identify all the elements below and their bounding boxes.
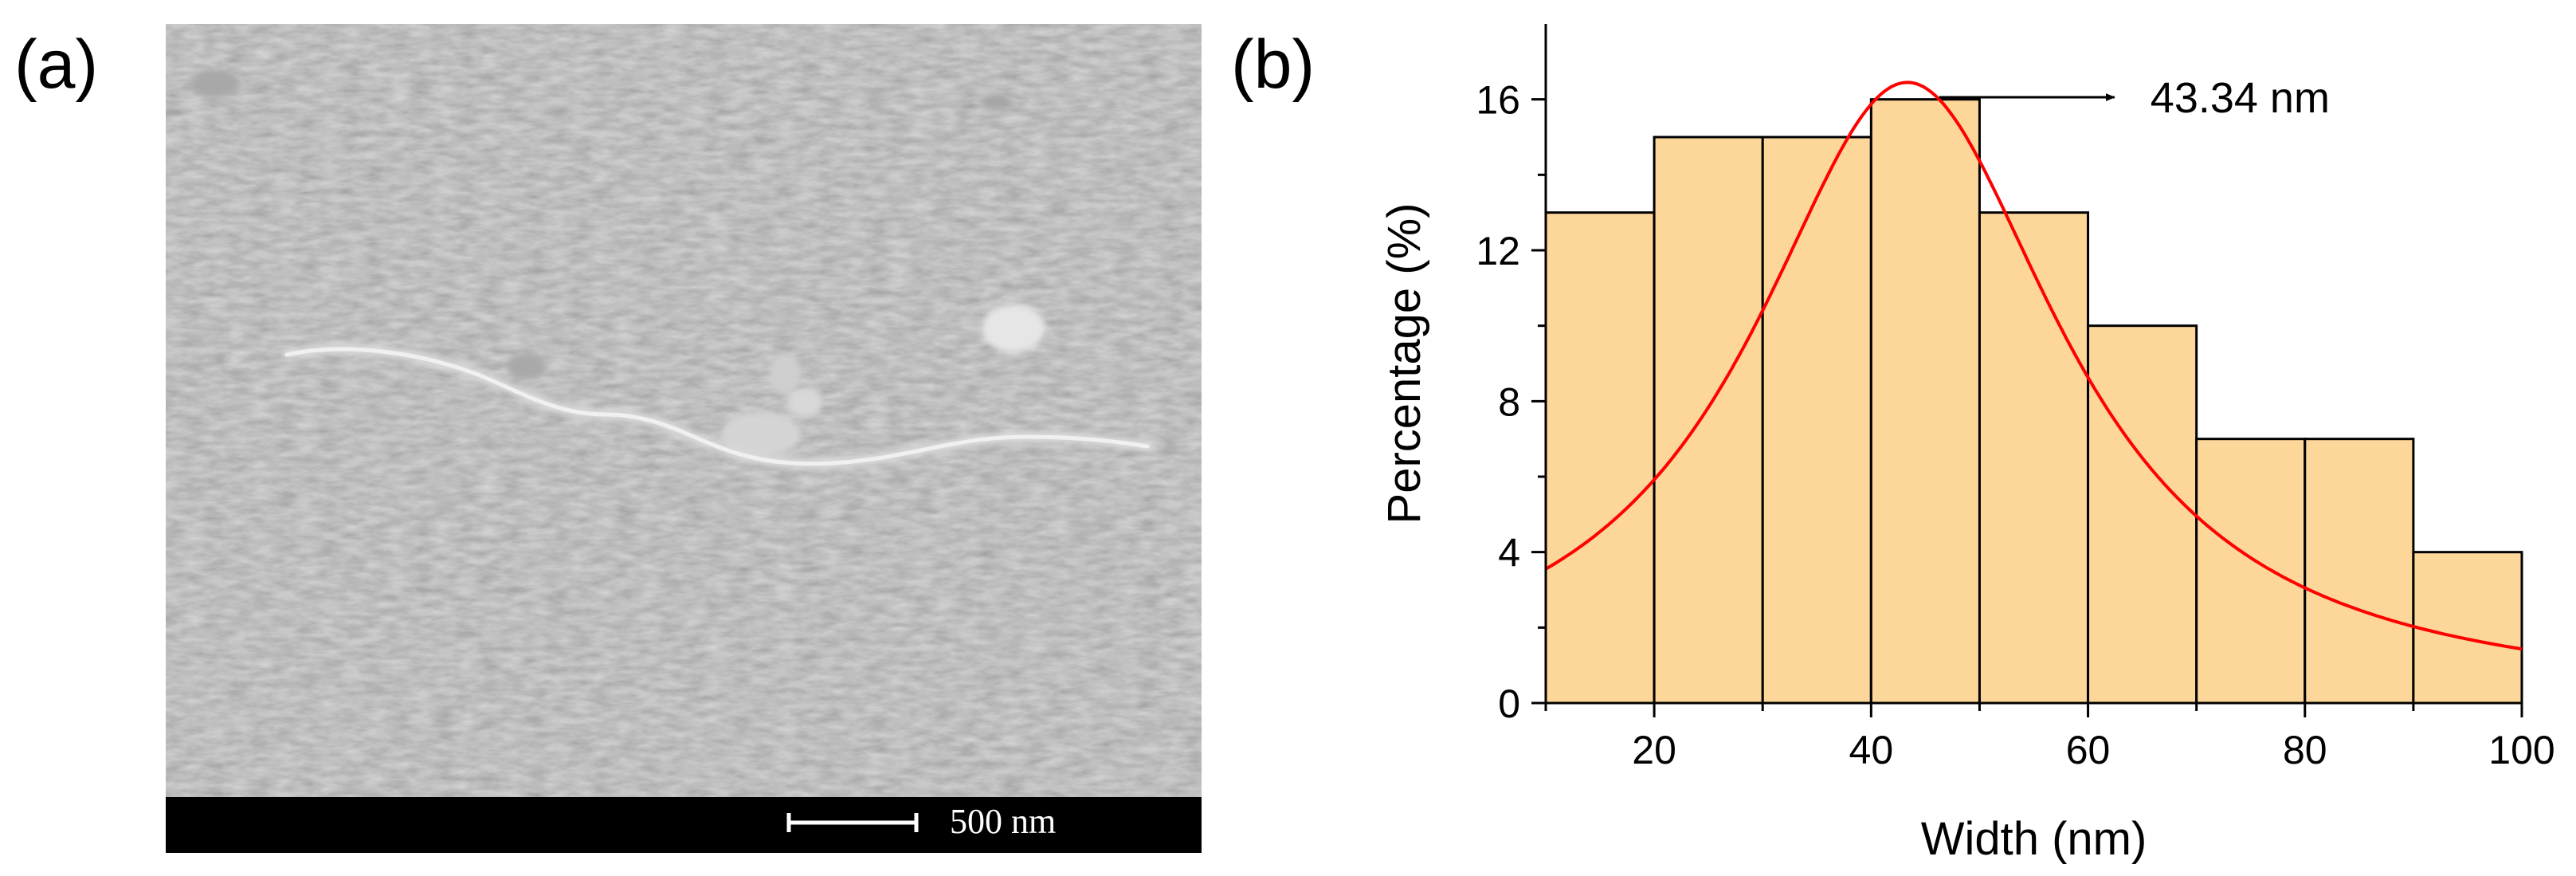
histogram-bar xyxy=(2412,551,2523,705)
particle xyxy=(769,354,801,395)
panel-a: (a) 500 nm xyxy=(14,24,1202,853)
fit-curve xyxy=(1544,81,2523,651)
y-tick-label: 12 xyxy=(1476,229,1520,273)
y-tick-label: 0 xyxy=(1498,682,1520,726)
histogram-chart: 0 4 8 12 16 20 40 60 80 100 Percentage (%) Width… xyxy=(1378,24,2555,865)
histogram-bar xyxy=(1544,211,1656,705)
x-tick-label: 60 xyxy=(2066,728,2111,772)
histogram-bar xyxy=(1761,136,1872,705)
x-tick-label: 20 xyxy=(1632,728,1676,772)
panel-b-label: (b) xyxy=(1231,26,1315,103)
scale-bar xyxy=(786,813,919,832)
x-tick-label: 80 xyxy=(2283,728,2327,772)
histogram-bar xyxy=(1978,211,2090,705)
x-axis-ticks: 20 40 60 80 100 xyxy=(1544,703,2555,772)
histogram-bar xyxy=(2195,438,2307,705)
y-tick-label: 8 xyxy=(1498,379,1520,424)
particle xyxy=(982,304,1045,352)
y-tick-label: 16 xyxy=(1476,78,1520,123)
particle xyxy=(507,354,545,379)
particle xyxy=(191,69,239,98)
panel-a-label: (a) xyxy=(14,26,98,103)
particle xyxy=(787,388,822,417)
y-tick-label: 4 xyxy=(1498,531,1520,575)
sem-image: 500 nm xyxy=(166,24,1202,853)
histogram-bar xyxy=(1869,98,1981,705)
histogram-bar xyxy=(2304,438,2415,705)
scale-bar-label: 500 nm xyxy=(950,802,1056,841)
x-tick-label: 40 xyxy=(1849,728,1894,772)
y-axis-label: Percentage (%) xyxy=(1378,203,1430,524)
nanofiber xyxy=(284,347,1150,466)
histogram-bar xyxy=(1653,136,1764,705)
sem-info-bar xyxy=(166,797,1202,853)
y-axis-ticks: 0 4 8 12 16 xyxy=(1476,78,1546,726)
histogram-bar xyxy=(2087,324,2198,705)
histogram-bars xyxy=(1544,98,2523,705)
particle xyxy=(721,412,801,457)
particle xyxy=(982,94,1010,110)
panel-b: (b) 0 4 8 12 16 20 40 60 80 100 Percentage (%) W… xyxy=(1231,24,2555,865)
x-tick-label: 100 xyxy=(2488,728,2554,772)
x-axis-label: Width (nm) xyxy=(1921,813,2147,865)
annotation-label: 43.34 nm xyxy=(2151,74,2330,122)
